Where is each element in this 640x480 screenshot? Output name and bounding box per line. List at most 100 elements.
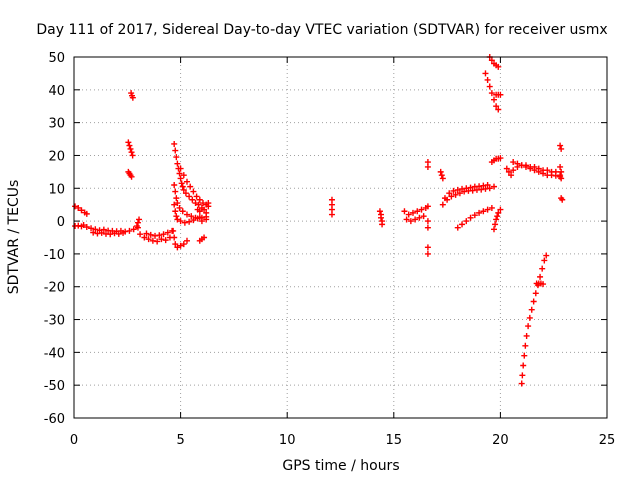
x-tick-label: 20 (492, 433, 509, 448)
y-tick-label: 40 (48, 84, 65, 99)
data-point (416, 214, 423, 221)
data-point (187, 183, 194, 190)
data-point (128, 149, 135, 156)
data-point (145, 236, 152, 243)
data-point (173, 195, 180, 202)
data-point (488, 57, 495, 64)
x-tick-label: 5 (176, 433, 184, 448)
data-point (182, 190, 189, 197)
data-point (186, 218, 193, 225)
data-point (448, 193, 455, 200)
series-early-base-low (90, 229, 127, 238)
series-rise-19-20 (491, 206, 504, 233)
data-point (514, 160, 521, 167)
data-point (120, 229, 127, 236)
data-point (424, 218, 431, 225)
data-point (559, 196, 566, 203)
y-tick-label: 20 (48, 149, 65, 164)
x-tick-label: 0 (70, 433, 78, 448)
data-point (403, 216, 410, 223)
series-rise-18-20 (454, 204, 495, 231)
data-point (179, 208, 186, 215)
data-point (424, 203, 431, 210)
series-dots-20 (493, 91, 504, 98)
data-point (519, 372, 526, 379)
data-point (454, 224, 461, 231)
data-point (510, 159, 517, 166)
data-point (201, 206, 208, 213)
data-point (133, 223, 140, 230)
data-point (190, 188, 197, 195)
data-point (424, 244, 431, 251)
data-point (471, 212, 478, 219)
data-point (484, 206, 491, 213)
data-point (424, 163, 431, 170)
data-point (136, 216, 143, 223)
data-point (72, 203, 79, 210)
y-tick-label: 0 (57, 215, 65, 230)
data-point (190, 217, 197, 224)
data-point (183, 237, 190, 244)
data-point (508, 172, 515, 179)
y-tick-label: -40 (44, 346, 65, 361)
data-point (177, 242, 184, 249)
data-point (378, 214, 385, 221)
data-point (437, 168, 444, 175)
data-point (525, 323, 532, 330)
series-steep-19 (482, 70, 502, 113)
data-point (530, 298, 537, 305)
data-point (171, 181, 178, 188)
data-point (531, 163, 538, 170)
series-cluster-6 (194, 200, 212, 225)
data-point (522, 342, 529, 349)
data-point (179, 183, 186, 190)
data-point (129, 94, 136, 101)
y-tick-label: 50 (48, 51, 65, 66)
data-point (156, 232, 163, 239)
data-point (405, 211, 412, 218)
data-point (522, 162, 529, 169)
data-point (115, 230, 122, 237)
axis-ticks (73, 56, 608, 419)
data-point (424, 250, 431, 257)
data-point (439, 201, 446, 208)
data-point (83, 223, 90, 230)
data-point (188, 213, 195, 220)
data-point (438, 172, 445, 179)
y-axis-title: SDTVAR / TECUs (6, 180, 22, 295)
data-point (467, 214, 474, 221)
data-point (154, 238, 161, 245)
data-point (480, 208, 487, 215)
series-neg-4-8 (170, 227, 190, 251)
data-point (557, 172, 564, 179)
data-point (503, 165, 510, 172)
data-point (128, 173, 135, 180)
data-point (189, 196, 196, 203)
data-point (493, 216, 500, 223)
data-point (180, 186, 187, 193)
data-point (196, 196, 203, 203)
data-point (158, 236, 165, 243)
data-point (558, 168, 565, 175)
data-point (203, 209, 210, 216)
series-early-decay (72, 203, 90, 217)
series-pm-16-6 (424, 159, 431, 257)
data-point (407, 218, 414, 225)
data-point (193, 193, 200, 200)
series-band-20-23-b (510, 159, 564, 179)
data-point (180, 172, 187, 179)
data-point (125, 139, 132, 146)
data-point (488, 90, 495, 97)
grid-lines (74, 57, 607, 418)
data-point (201, 234, 208, 241)
data-point (439, 175, 446, 182)
data-point (174, 244, 181, 251)
data-point (379, 221, 386, 228)
data-point (328, 211, 335, 218)
series-mid-2-6 (125, 139, 136, 159)
y-tick-label: 10 (48, 182, 65, 197)
data-point (195, 201, 202, 208)
series-spike-2-7 (128, 90, 136, 101)
y-tick-label: -60 (44, 412, 65, 427)
